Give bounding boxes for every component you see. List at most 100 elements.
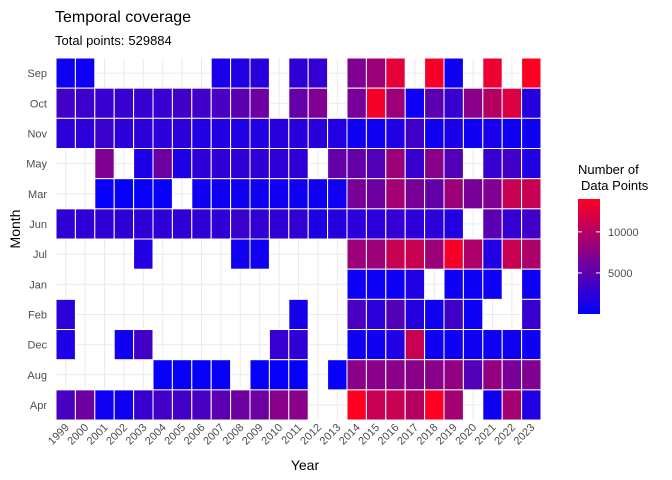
x-tick-label: 2021	[473, 422, 499, 448]
heatmap-cell	[249, 57, 270, 89]
y-tick-label: Sep	[27, 68, 47, 80]
heatmap-cell	[74, 389, 96, 421]
heatmap-cell	[385, 57, 406, 89]
heatmap-cell	[210, 178, 232, 210]
heatmap-cell	[94, 389, 115, 421]
heatmap-cell	[424, 87, 445, 119]
x-tick-label: 2008	[221, 422, 247, 448]
x-tick-label: 2005	[162, 422, 188, 448]
x-tick-label: 2014	[337, 422, 363, 448]
heatmap-cell	[521, 359, 542, 391]
heatmap-cell	[365, 178, 387, 210]
heatmap-cell	[404, 178, 426, 210]
heatmap-cell	[288, 87, 309, 119]
heatmap-cell	[404, 238, 426, 270]
heatmap-cell	[501, 87, 523, 119]
heatmap-cell	[171, 208, 193, 240]
heatmap-cell	[404, 359, 426, 391]
y-tick-label: Apr	[30, 400, 47, 412]
heatmap-cell	[249, 148, 270, 180]
heatmap-cell	[327, 359, 348, 391]
heatmap-cell	[307, 208, 329, 240]
heatmap-cell	[462, 268, 484, 300]
heatmap-cell	[424, 117, 445, 150]
heatmap-cell	[521, 87, 542, 119]
heatmap-cell	[365, 329, 387, 361]
heatmap-cell	[404, 298, 426, 331]
heatmap-cell	[365, 208, 387, 240]
heatmap-cell	[327, 117, 348, 150]
heatmap-cell	[521, 57, 542, 89]
heatmap-cell	[443, 359, 464, 391]
x-tick-label: 2000	[65, 422, 91, 448]
heatmap-cell	[482, 208, 503, 240]
heatmap-cell	[288, 359, 309, 391]
heatmap-cell	[191, 87, 212, 119]
heatmap-cell	[443, 268, 464, 300]
heatmap-cell	[482, 117, 503, 150]
heatmap-cell	[346, 87, 367, 119]
heatmap-cell	[55, 329, 76, 361]
heatmap-cell	[365, 87, 387, 119]
x-tick-label: 2012	[298, 422, 324, 448]
y-tick-label: Feb	[28, 309, 47, 321]
heatmap-cell	[404, 148, 426, 180]
heatmap-cell	[230, 57, 251, 89]
heatmap-cell	[482, 148, 503, 180]
x-tick-label: 2003	[124, 422, 150, 448]
heatmap-cell	[55, 389, 76, 421]
heatmap-cell	[55, 208, 76, 240]
heatmap-cell	[501, 117, 523, 150]
y-tick-label: Dec	[27, 340, 47, 352]
heatmap-cell	[365, 148, 387, 180]
y-tick-label: Oct	[30, 98, 47, 110]
x-tick-label: 2019	[434, 422, 460, 448]
y-tick-label: Aug	[27, 370, 47, 382]
heatmap-cell	[521, 178, 542, 210]
x-tick-label: 2020	[453, 422, 479, 448]
heatmap-cell	[443, 117, 464, 150]
heatmap-cell	[346, 268, 367, 300]
heatmap-cell	[385, 389, 406, 421]
heatmap-cell	[424, 329, 445, 361]
heatmap-cell	[133, 148, 154, 180]
heatmap-cell	[501, 208, 523, 240]
y-tick-label: Mar	[28, 189, 47, 201]
x-tick-label: 1999	[46, 422, 72, 448]
heatmap-cell	[501, 238, 523, 270]
y-tick-label: Jul	[33, 249, 47, 261]
heatmap-cell	[74, 87, 96, 119]
heatmap-cell	[152, 178, 173, 210]
heatmap-cell	[385, 268, 406, 300]
heatmap-cell	[210, 208, 232, 240]
heatmap-cell	[385, 148, 406, 180]
legend-title-line1: Number of	[578, 162, 639, 177]
heatmap-cell	[230, 148, 251, 180]
heatmap-cell	[268, 148, 290, 180]
heatmap-cell	[443, 238, 464, 270]
heatmap-cell	[152, 389, 173, 421]
x-tick-label: 2018	[415, 422, 441, 448]
heatmap-cell	[385, 87, 406, 119]
heatmap-cell	[521, 298, 542, 331]
heatmap-cell	[133, 117, 154, 150]
color-legend: Number of Data Points 10000 5000	[578, 162, 649, 314]
chart-title: Temporal coverage	[55, 9, 191, 26]
heatmap-cell	[365, 57, 387, 89]
total-points-value: 529884	[128, 33, 171, 48]
heatmap-cell	[365, 268, 387, 300]
heatmap-cell	[327, 148, 348, 180]
heatmap-cell	[249, 389, 270, 421]
heatmap-cell	[443, 87, 464, 119]
heatmap-cell	[521, 148, 542, 180]
heatmap-cell	[385, 359, 406, 391]
heatmap-cell	[443, 298, 464, 331]
heatmap-cell	[191, 389, 212, 421]
heatmap-cell	[113, 178, 135, 210]
heatmap-cell	[171, 389, 193, 421]
heatmap-cell	[152, 148, 173, 180]
heatmap-cell	[113, 208, 135, 240]
heatmap-cell	[443, 329, 464, 361]
x-tick-label: 2002	[104, 422, 130, 448]
heatmap-cell	[249, 178, 270, 210]
